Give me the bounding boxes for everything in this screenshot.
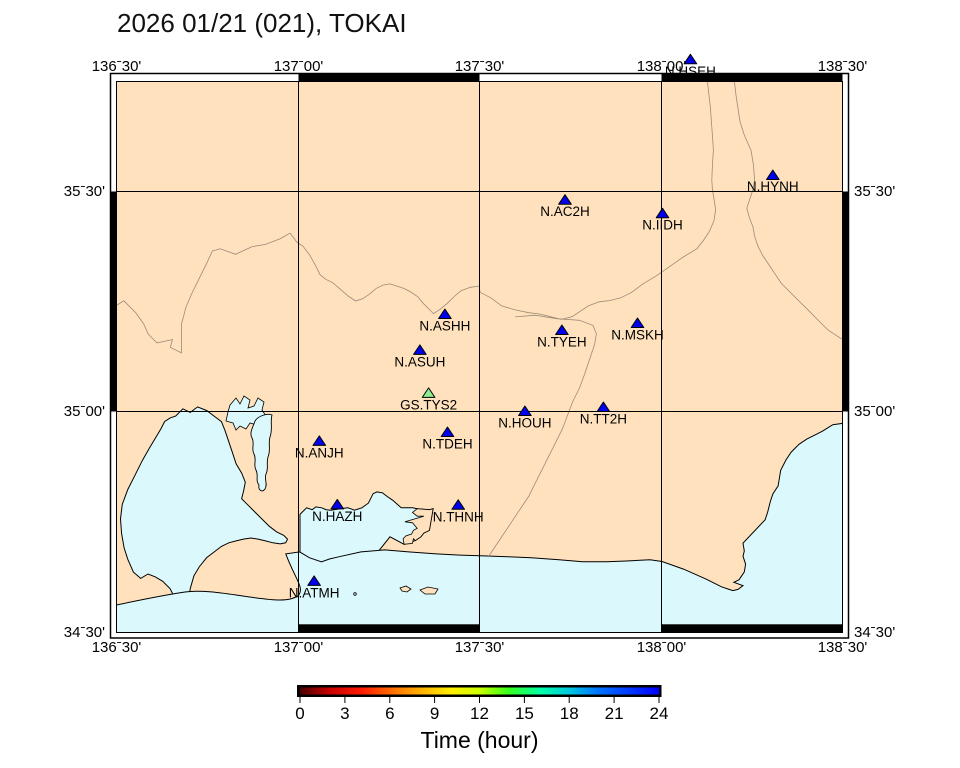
svg-text:12: 12	[470, 704, 489, 723]
svg-text:3: 3	[340, 704, 349, 723]
svg-text:GS.TYS2: GS.TYS2	[400, 398, 457, 413]
svg-text:136ˉ30': 136ˉ30'	[92, 58, 142, 75]
svg-text:35ˉ30': 35ˉ30'	[854, 183, 895, 200]
svg-text:N.ATMH: N.ATMH	[289, 586, 340, 601]
svg-text:N.IIDH: N.IIDH	[642, 218, 683, 233]
svg-text:35ˉ00': 35ˉ00'	[854, 403, 895, 420]
svg-text:137ˉ00': 137ˉ00'	[274, 639, 324, 656]
svg-text:137ˉ00': 137ˉ00'	[274, 58, 324, 75]
svg-text:6: 6	[385, 704, 394, 723]
svg-text:34ˉ30': 34ˉ30'	[64, 624, 105, 641]
svg-text:N.TDEH: N.TDEH	[422, 437, 472, 452]
svg-text:137ˉ30': 137ˉ30'	[455, 639, 505, 656]
svg-text:35ˉ00': 35ˉ00'	[64, 403, 105, 420]
svg-text:21: 21	[605, 704, 624, 723]
svg-text:138ˉ30': 138ˉ30'	[818, 58, 868, 75]
svg-text:N.AC2H: N.AC2H	[540, 204, 590, 219]
svg-text:9: 9	[430, 704, 439, 723]
svg-text:35ˉ30': 35ˉ30'	[64, 183, 105, 200]
svg-text:N.HAZH: N.HAZH	[312, 509, 362, 524]
svg-text:N.TYEH: N.TYEH	[537, 335, 587, 350]
svg-text:138ˉ00': 138ˉ00'	[637, 639, 687, 656]
svg-text:15: 15	[515, 704, 534, 723]
svg-text:N.ASUH: N.ASUH	[394, 355, 445, 370]
svg-text:137ˉ30': 137ˉ30'	[455, 58, 505, 75]
svg-text:136ˉ30': 136ˉ30'	[92, 639, 142, 656]
svg-text:0: 0	[295, 704, 304, 723]
svg-text:N.HOUH: N.HOUH	[498, 416, 551, 431]
svg-text:N.THNH: N.THNH	[433, 510, 484, 525]
svg-text:N.ASHH: N.ASHH	[419, 319, 470, 334]
svg-text:N.HYNH: N.HYNH	[747, 179, 799, 194]
svg-text:N.ANJH: N.ANJH	[295, 446, 344, 461]
svg-text:N.TT2H: N.TT2H	[580, 412, 627, 427]
svg-text:34ˉ30': 34ˉ30'	[854, 624, 895, 641]
svg-text:Time (hour): Time (hour)	[421, 727, 539, 753]
svg-text:N.MSKH: N.MSKH	[611, 328, 664, 343]
svg-text:N.HSEH: N.HSEH	[665, 64, 716, 79]
svg-text:18: 18	[560, 704, 579, 723]
svg-text:24: 24	[650, 704, 669, 723]
svg-text:138ˉ30': 138ˉ30'	[818, 639, 868, 656]
